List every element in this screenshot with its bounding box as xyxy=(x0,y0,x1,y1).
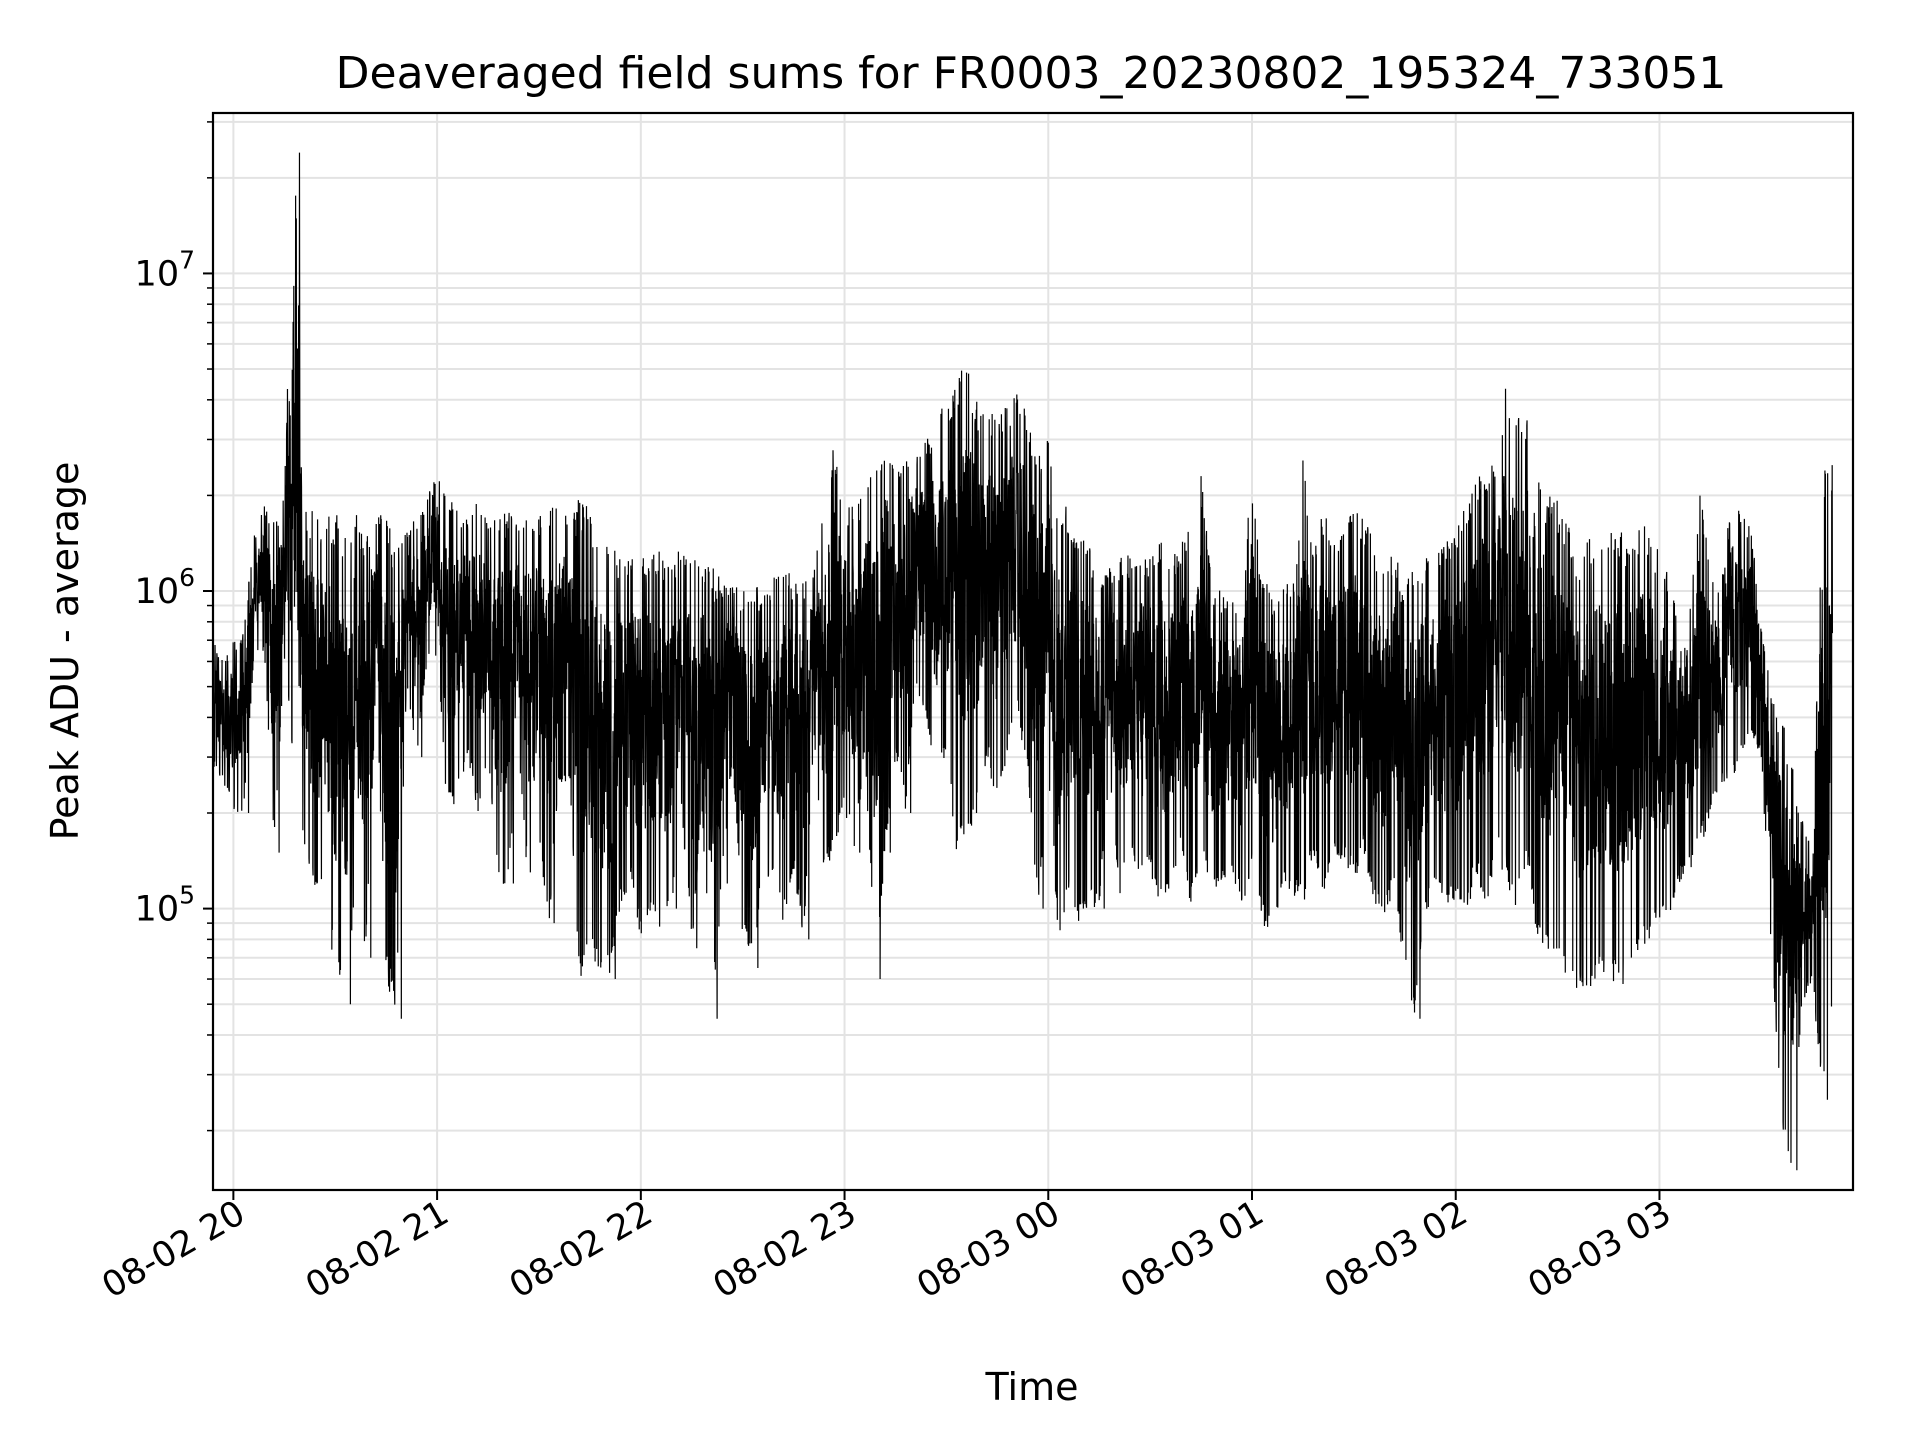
series-line xyxy=(212,152,1834,1171)
x-axis-label: Time xyxy=(985,1365,1079,1409)
y-tick-label: 105 xyxy=(135,881,195,930)
chart-title: Deaveraged field sums for FR0003_2023080… xyxy=(336,48,1727,99)
y-axis-label: Peak ADU - average xyxy=(43,462,87,841)
plot-frame xyxy=(211,111,1855,1192)
data-series xyxy=(212,152,1834,1171)
y-axis-ticks: 105 106 107 xyxy=(135,121,213,1132)
y-tick-label: 106 xyxy=(135,563,195,612)
y-tick-label: 107 xyxy=(135,245,195,294)
